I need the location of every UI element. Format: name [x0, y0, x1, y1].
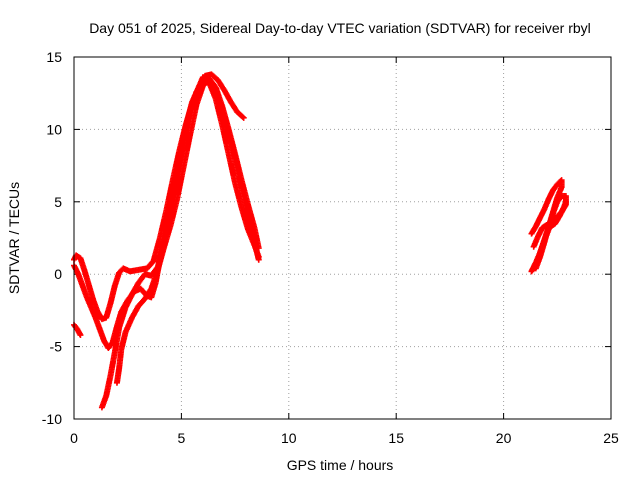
data-point [255, 245, 262, 252]
series-trace-g [528, 177, 565, 272]
y-tick-label: 15 [46, 49, 62, 65]
data-point [239, 113, 246, 120]
data-point [255, 253, 262, 260]
x-tick-label: 5 [178, 430, 186, 446]
chart-title: Day 051 of 2025, Sidereal Day-to-day VTE… [89, 20, 591, 36]
axis-ticks [73, 56, 612, 420]
plot-frame [73, 56, 612, 420]
series-trace-d [98, 78, 262, 411]
data-points [71, 71, 569, 411]
data-point [240, 114, 247, 121]
y-tick-labels: -10 -5 0 5 10 15 [42, 49, 62, 427]
data-point [77, 332, 84, 339]
y-tick-label: 5 [54, 194, 62, 210]
x-tick-labels: 0 5 10 15 20 25 [70, 430, 619, 446]
grid-lines [74, 57, 611, 419]
data-point [528, 268, 535, 275]
x-tick-label: 10 [281, 430, 297, 446]
y-tick-label: -10 [42, 411, 62, 427]
series-trace-h [530, 198, 569, 250]
x-tick-label: 20 [496, 430, 512, 446]
series-trace-e [113, 75, 262, 386]
y-tick-label: 10 [46, 121, 62, 137]
x-tick-label: 25 [603, 430, 619, 446]
y-axis-label: SDTVAR / TECUs [6, 182, 22, 294]
x-axis-label: GPS time / hours [287, 457, 394, 473]
data-point [532, 265, 539, 272]
series-trace-a [71, 321, 84, 339]
data-point [562, 198, 569, 205]
x-tick-label: 15 [388, 430, 404, 446]
y-tick-label: 0 [54, 266, 62, 282]
x-tick-label: 0 [70, 430, 78, 446]
y-tick-label: -5 [50, 339, 63, 355]
